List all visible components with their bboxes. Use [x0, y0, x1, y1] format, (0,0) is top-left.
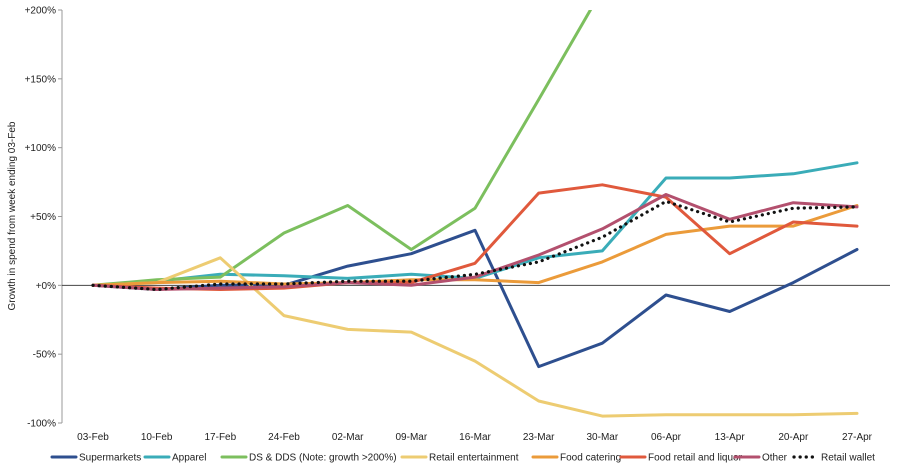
legend-label: Apparel [172, 453, 206, 464]
legend-label: DS & DDS (Note: growth >200%) [249, 453, 397, 464]
x-tick-label: 27-Apr [842, 432, 873, 443]
x-tick-label: 30-Mar [586, 432, 618, 443]
y-tick-label: -100% [27, 419, 56, 430]
series-line [91, 193, 859, 291]
plot-area: -100% -50% +0% +50% +100% +150% +200% 03-Feb 10-… [25, 6, 890, 464]
y-tick-label: +200% [25, 6, 57, 17]
x-tick-label: 20-Apr [778, 432, 809, 443]
y-tick-label: -50% [33, 350, 56, 361]
y-tick-label: +100% [25, 143, 57, 154]
series-line [91, 199, 859, 292]
legend-label: Food retail and liquor [648, 453, 743, 464]
series-layer [91, 10, 859, 418]
x-tick-label: 02-Mar [332, 432, 364, 443]
series-line [91, 204, 859, 287]
legend-label: Retail wallet [821, 453, 875, 464]
legend-label: Food catering [560, 453, 621, 464]
x-tick-label: 03-Feb [77, 432, 109, 443]
x-tick-label: 16-Mar [459, 432, 491, 443]
y-axis-title: Growth in spend from week ending 03-Feb [7, 121, 18, 310]
y-tick-label: +0% [36, 281, 56, 292]
y-tick-label: +150% [25, 74, 57, 85]
legend-label: Retail entertainment [429, 453, 519, 464]
x-tick-label: 09-Mar [395, 432, 427, 443]
x-tick-label: 17-Feb [204, 432, 236, 443]
x-tick-label: 24-Feb [268, 432, 300, 443]
x-tick-label: 06-Apr [651, 432, 682, 443]
x-tick-label: 13-Apr [715, 432, 746, 443]
legend-label: Other [762, 453, 788, 464]
x-tick-label: 23-Mar [523, 432, 555, 443]
series-line [91, 161, 859, 287]
series-line [91, 10, 593, 287]
y-tick-label: +50% [30, 212, 56, 223]
legend-label: Supermarkets [79, 453, 141, 464]
series-line [91, 228, 859, 369]
x-tick-label: 10-Feb [141, 432, 173, 443]
series-line [91, 256, 859, 418]
